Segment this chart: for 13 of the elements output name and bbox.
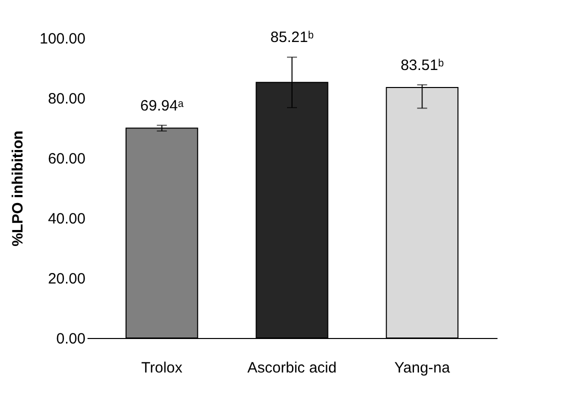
y-tick-label: 100.00 bbox=[40, 30, 86, 48]
y-tick-label: 80.00 bbox=[48, 90, 86, 108]
y-tick-label: 0.00 bbox=[56, 330, 86, 348]
y-tick-label: 20.00 bbox=[48, 270, 86, 288]
y-tick-label: 60.00 bbox=[48, 150, 86, 168]
x-tick-label: Ascorbic acid bbox=[247, 360, 337, 376]
x-tick-label: Trolox bbox=[141, 360, 183, 376]
data-label: 83.51ᵇ bbox=[400, 56, 444, 74]
data-label: 85.21ᵇ bbox=[270, 29, 314, 46]
y-tick-label: 40.00 bbox=[48, 210, 86, 228]
y-axis-title: %LPO inhibition bbox=[10, 130, 27, 246]
x-tick-label: Yang-na bbox=[394, 360, 451, 376]
data-label: 69.94ᵃ bbox=[140, 97, 184, 114]
